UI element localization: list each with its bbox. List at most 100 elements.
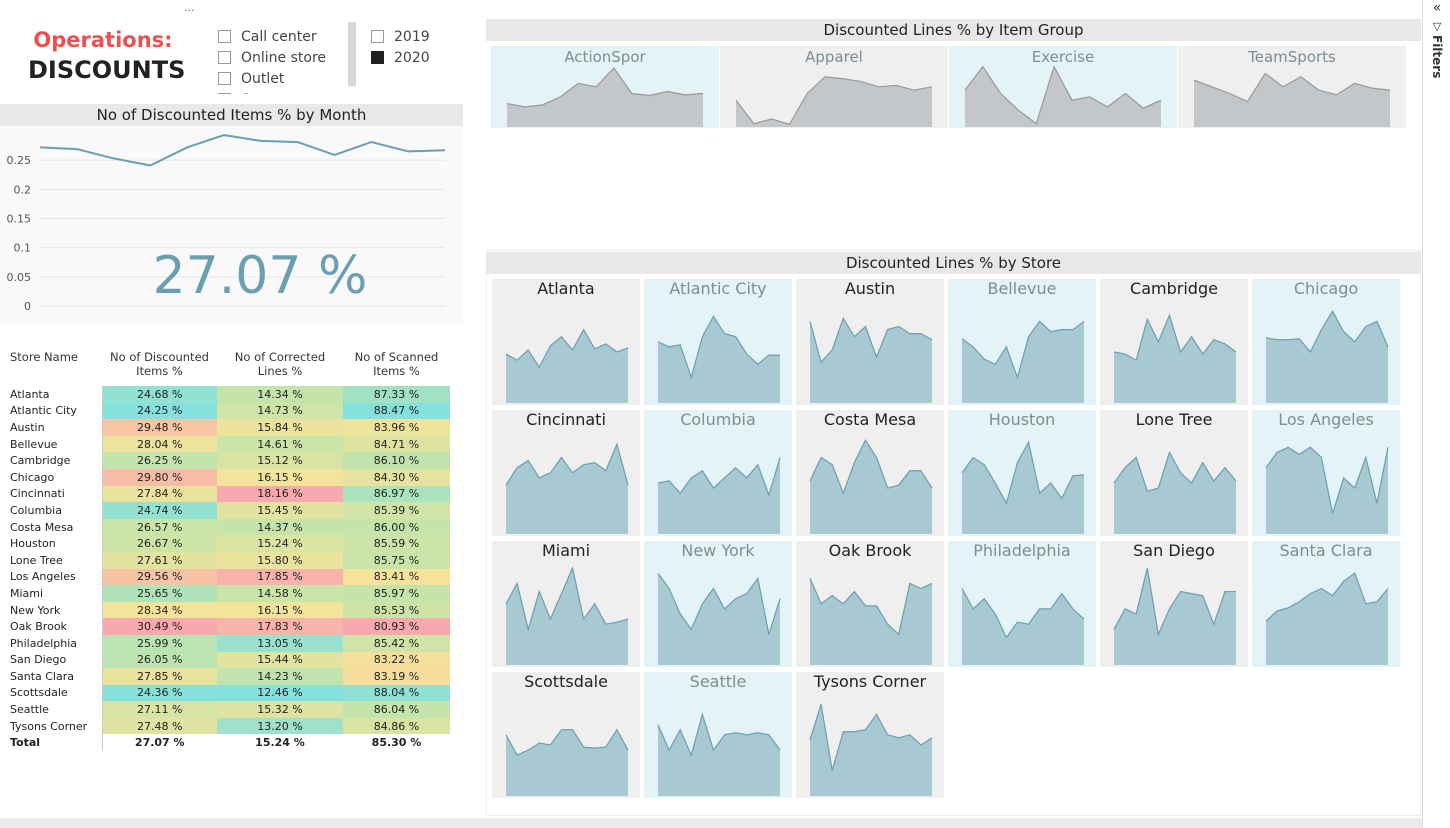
value-cell: 83.41 % [343, 568, 450, 586]
value-cell: 83.19 % [343, 668, 450, 685]
area [810, 578, 932, 665]
sparkline [657, 457, 781, 534]
area [506, 329, 628, 403]
panel: Scottsdale [492, 672, 640, 798]
store-name: Houston [6, 535, 103, 552]
sparkline [1265, 446, 1389, 534]
value-cell: 85.39 % [343, 502, 450, 519]
slicer-label: Call center [241, 28, 317, 45]
value-cell: 30.49 % [102, 618, 217, 635]
panel: Bellevue [948, 279, 1096, 405]
area-line [657, 712, 781, 758]
sparkline [1265, 572, 1389, 665]
value-cell: 25.65 % [102, 585, 217, 602]
area [810, 440, 932, 534]
more-options[interactable]: ··· [184, 4, 195, 17]
value-cell: 15.12 % [217, 452, 343, 469]
area [1266, 447, 1388, 534]
table-row: Cincinnati 27.84 % 18.16 % 86.97 % [6, 485, 450, 503]
panel: Santa Clara [1252, 541, 1400, 667]
sparkline [809, 438, 933, 534]
value-cell: 15.45 % [217, 502, 343, 519]
sparkline [505, 328, 629, 403]
sparkline [809, 704, 933, 796]
total-cell: 85.30 % [371, 736, 422, 750]
value-cell: 17.83 % [217, 618, 343, 635]
value-cell: 86.97 % [343, 485, 450, 503]
panel-title: Exercise [1031, 48, 1095, 66]
collapse-icon[interactable]: « [1432, 0, 1442, 16]
checkbox[interactable] [371, 30, 384, 43]
value-cell: 12.46 % [217, 684, 343, 702]
checkbox[interactable] [218, 93, 231, 94]
area [962, 442, 1084, 534]
area-line [505, 442, 629, 486]
panel: TeamSports [1178, 46, 1406, 128]
y-tick-label: 0.05 [7, 271, 32, 284]
sparkline [657, 315, 780, 403]
area [965, 66, 1161, 127]
area [810, 704, 932, 796]
area [658, 316, 780, 403]
panel: Cambridge [1100, 279, 1248, 405]
panel: Austin [796, 279, 944, 405]
panel: Chicago [1252, 279, 1400, 405]
slicer-label: 2019 [394, 28, 430, 45]
value-cell: 16.15 % [217, 601, 343, 619]
area [736, 76, 932, 127]
checkbox[interactable] [371, 51, 384, 64]
slicer-label: Online store [241, 49, 327, 66]
panel: Miami [492, 541, 640, 667]
value-cell: 85.53 % [343, 601, 450, 619]
checkbox[interactable] [218, 51, 231, 64]
slicer-item: 2020 [371, 47, 430, 68]
title-2: DISCOUNTS [28, 56, 186, 84]
table-row: Atlanta 24.68 % 14.34 % 87.33 % [6, 386, 450, 403]
y-tick-label: 0.2 [14, 183, 32, 196]
sparkline [1193, 72, 1391, 127]
checkbox[interactable] [218, 30, 231, 43]
store-name: Lone Tree [6, 551, 103, 569]
value-cell: 88.04 % [343, 684, 450, 702]
area-line [961, 320, 1085, 380]
panel: Tysons Corner [796, 672, 944, 798]
column-header: No of Corrected Lines % [234, 350, 326, 378]
area-line [505, 566, 629, 632]
checkbox[interactable] [218, 72, 231, 85]
panel: Columbia [644, 410, 792, 536]
store-name: Chicago [6, 468, 103, 486]
month-chart: 0 0.05 0.1 0.15 0.2 0.25 [7, 134, 446, 313]
table-row: Miami 25.65 % 14.58 % 85.97 % [6, 585, 450, 602]
month-chart-title: No of Discounted Items % by Month [0, 104, 463, 126]
value-cell: 24.74 % [102, 502, 217, 519]
filters-pane[interactable]: « ▽ Filters [1422, 0, 1450, 828]
slicer-item: Outlet [218, 68, 326, 89]
sparkline [657, 712, 781, 796]
store-name: Los Angeles [6, 568, 103, 586]
panel-title: Tysons Corner [813, 672, 927, 691]
table-row: Costa Mesa 26.57 % 14.37 % 86.00 % [6, 518, 450, 536]
value-cell: 14.34 % [217, 386, 343, 403]
value-cell: 18.16 % [217, 485, 343, 503]
panel-title: Cambridge [1130, 279, 1218, 298]
area-line [809, 704, 933, 771]
area-line [506, 67, 704, 108]
area-line [1113, 450, 1237, 492]
area-line [809, 578, 933, 636]
value-cell: 80.93 % [343, 618, 450, 635]
store-name: Scottsdale [6, 684, 103, 702]
table-row: Lone Tree 27.61 % 15.80 % 85.75 % [6, 551, 450, 569]
value-cell: 27.48 % [102, 717, 217, 735]
area-line [961, 440, 1085, 505]
sparkline [505, 442, 629, 534]
y-tick-label: 0.15 [7, 213, 32, 226]
panel-title: TeamSports [1248, 48, 1336, 66]
area-line [657, 572, 781, 635]
table-row: New York 28.34 % 16.15 % 85.53 % [6, 601, 450, 619]
store-chart-title: Discounted Lines % by Store [486, 252, 1421, 274]
value-cell: 29.80 % [102, 468, 217, 486]
slicer-item: Store [218, 89, 326, 94]
table-row: San Diego 26.05 % 15.44 % 83.22 % [6, 651, 450, 669]
panel-title: Costa Mesa [823, 410, 917, 429]
